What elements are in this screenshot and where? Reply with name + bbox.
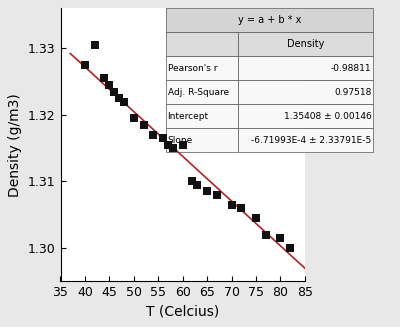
Point — [121, 99, 127, 104]
Point — [140, 122, 147, 128]
Point — [165, 142, 171, 147]
Text: Pearson's r: Pearson's r — [168, 64, 217, 73]
Point — [238, 205, 244, 211]
Bar — [238, 80, 373, 104]
Point — [277, 235, 284, 241]
Y-axis label: Density (g/m3): Density (g/m3) — [8, 93, 22, 197]
Bar — [238, 129, 373, 152]
Point — [116, 95, 122, 101]
Point — [189, 179, 196, 184]
Text: 1.35408 ± 0.00146: 1.35408 ± 0.00146 — [284, 112, 371, 121]
Bar — [238, 104, 373, 129]
Point — [111, 89, 118, 94]
Point — [253, 215, 259, 221]
Point — [228, 202, 235, 207]
Point — [214, 192, 220, 197]
Point — [194, 182, 200, 187]
Bar — [238, 32, 373, 56]
Text: y = a + b * x: y = a + b * x — [238, 15, 301, 25]
Bar — [166, 129, 238, 152]
Bar — [166, 32, 238, 56]
Text: -0.98811: -0.98811 — [331, 64, 371, 73]
Bar — [166, 104, 238, 129]
Point — [287, 245, 294, 250]
Point — [131, 115, 137, 121]
Bar — [166, 56, 238, 80]
Point — [160, 135, 166, 141]
Text: 0.97518: 0.97518 — [334, 88, 371, 97]
Point — [262, 232, 269, 237]
X-axis label: T (Celcius): T (Celcius) — [146, 305, 219, 319]
Point — [106, 82, 112, 88]
Text: Adj. R-Square: Adj. R-Square — [168, 88, 229, 97]
Point — [170, 146, 176, 151]
Point — [180, 142, 186, 147]
Text: Slope: Slope — [168, 136, 193, 145]
Bar — [166, 8, 373, 32]
Text: Density: Density — [287, 39, 324, 49]
Text: Intercept: Intercept — [168, 112, 209, 121]
Bar — [166, 80, 238, 104]
Point — [204, 189, 210, 194]
Bar — [238, 56, 373, 80]
Point — [92, 42, 98, 47]
Point — [150, 132, 156, 137]
Point — [82, 62, 88, 68]
Text: -6.71993E-4 ± 2.33791E-5: -6.71993E-4 ± 2.33791E-5 — [251, 136, 371, 145]
Point — [101, 76, 108, 81]
